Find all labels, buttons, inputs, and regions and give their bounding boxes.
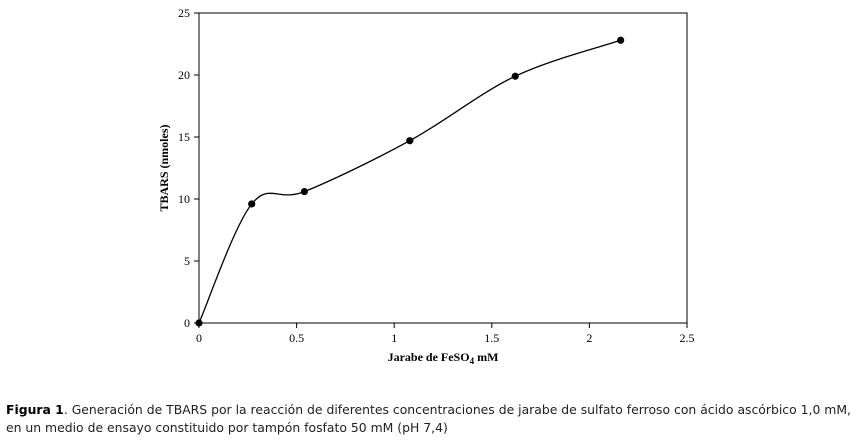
x-tick-label: 1 xyxy=(391,331,397,345)
x-tick-label: 0.5 xyxy=(289,331,304,345)
data-point xyxy=(300,187,309,196)
y-tick-label: 20 xyxy=(178,68,190,82)
x-tick-label: 2 xyxy=(586,331,592,345)
y-axis-title: TBARS (nmoles) xyxy=(157,124,171,211)
data-point xyxy=(511,72,519,80)
x-tick-label: 0 xyxy=(196,331,202,345)
y-tick-label: 5 xyxy=(184,254,190,268)
x-tick-label: 1.5 xyxy=(484,331,499,345)
y-tick-label: 15 xyxy=(178,130,190,144)
data-point xyxy=(248,200,256,208)
x-tick-label: 2.5 xyxy=(680,331,695,345)
y-tick-label: 0 xyxy=(184,316,190,330)
x-axis-title: Jarabe de FeSO4 mM xyxy=(388,350,499,366)
data-point xyxy=(195,319,203,327)
figure-label: Figura 1 xyxy=(6,402,64,417)
axis-ticks: 0 0.5 1 1.5 2 2.5 0 5 10 15 20 25 xyxy=(178,6,695,345)
data-points xyxy=(195,36,625,327)
line-chart: 0 0.5 1 1.5 2 2.5 0 5 10 15 20 25 Jarabe de FeSO4 m… xyxy=(157,6,695,366)
data-point xyxy=(617,36,625,44)
plot-frame xyxy=(198,12,688,324)
data-series-line xyxy=(198,39,621,324)
data-point xyxy=(406,137,414,145)
y-tick-label: 25 xyxy=(178,6,190,20)
y-tick-label: 10 xyxy=(178,192,190,206)
figure-caption: Figura 1. Generación de TBARS por la rea… xyxy=(6,401,856,437)
caption-text: . Generación de TBARS por la reacción de… xyxy=(6,402,851,435)
